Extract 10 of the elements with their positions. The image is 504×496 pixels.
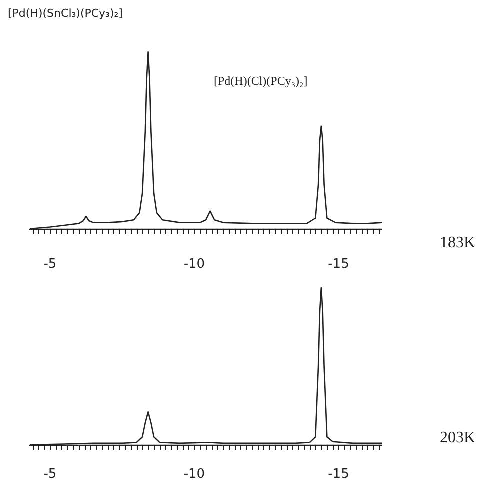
annotation: [Pd(H)(Cl)(PCy₃)₂] [214,74,308,88]
text: 203K [440,430,476,446]
x-tick-label: -10 [184,467,206,482]
chart-title: [Pd(H)(SnCl₃)(PCy₃)₂] [8,7,123,20]
x-tick-label: -10 [184,257,206,272]
x-tick-label: -5 [44,467,57,482]
x-tick-label: -15 [328,257,350,272]
text: 183K [440,234,476,252]
x-tick-label: -5 [44,257,57,272]
x-tick-label: -15 [328,467,350,482]
